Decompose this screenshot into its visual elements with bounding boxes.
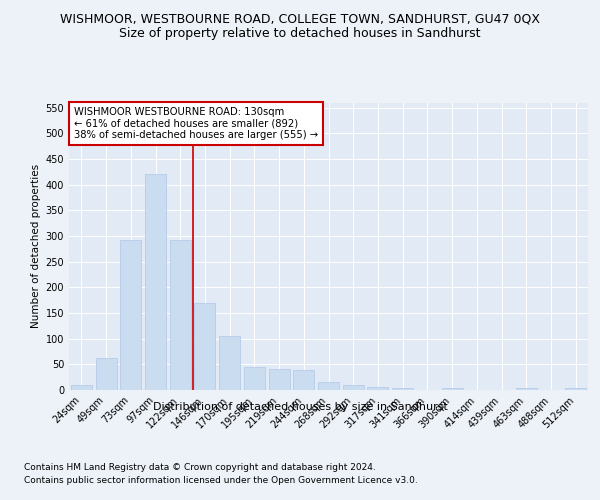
Bar — [442, 388, 463, 390]
Text: Contains public sector information licensed under the Open Government Licence v3: Contains public sector information licen… — [24, 476, 418, 485]
Bar — [392, 388, 413, 390]
Bar — [343, 385, 364, 390]
Bar — [194, 302, 215, 390]
Text: WISHMOOR, WESTBOURNE ROAD, COLLEGE TOWN, SANDHURST, GU47 0QX: WISHMOOR, WESTBOURNE ROAD, COLLEGE TOWN,… — [60, 12, 540, 26]
Bar — [565, 388, 586, 390]
Bar — [269, 370, 290, 390]
Bar — [145, 174, 166, 390]
Y-axis label: Number of detached properties: Number of detached properties — [31, 164, 41, 328]
Bar — [367, 388, 388, 390]
Bar — [318, 382, 339, 390]
Text: Distribution of detached houses by size in Sandhurst: Distribution of detached houses by size … — [152, 402, 448, 412]
Bar — [71, 385, 92, 390]
Bar — [170, 240, 191, 390]
Text: Contains HM Land Registry data © Crown copyright and database right 2024.: Contains HM Land Registry data © Crown c… — [24, 462, 376, 471]
Bar — [219, 336, 240, 390]
Text: Size of property relative to detached houses in Sandhurst: Size of property relative to detached ho… — [119, 28, 481, 40]
Bar — [120, 240, 141, 390]
Bar — [516, 388, 537, 390]
Bar — [95, 358, 116, 390]
Bar — [244, 367, 265, 390]
Text: WISHMOOR WESTBOURNE ROAD: 130sqm
← 61% of detached houses are smaller (892)
38% : WISHMOOR WESTBOURNE ROAD: 130sqm ← 61% o… — [74, 107, 319, 140]
Bar — [293, 370, 314, 390]
